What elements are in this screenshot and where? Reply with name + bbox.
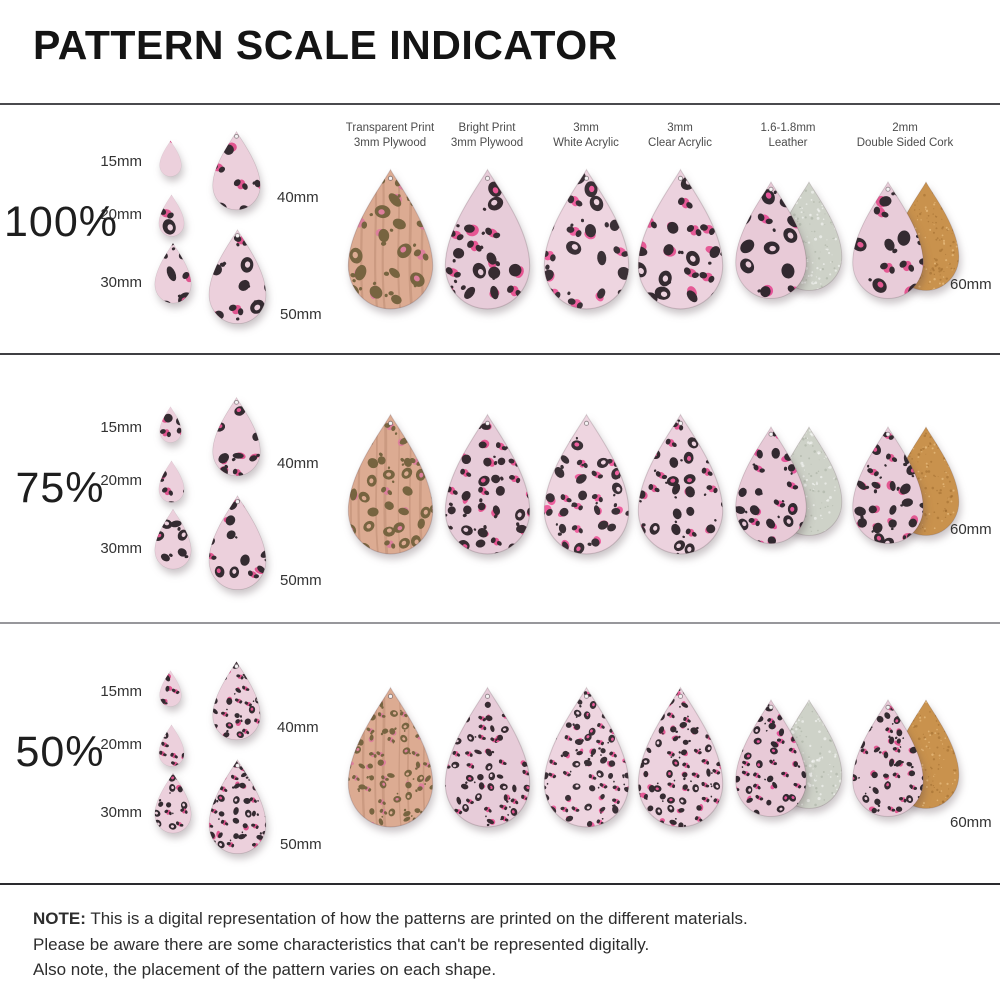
section-divider (0, 622, 1000, 624)
size-label-40mm: 40mm (277, 455, 319, 472)
column-header-line2: Double Sided Cork (856, 136, 954, 149)
teardrop-leather (728, 695, 814, 821)
teardrop-40mm (206, 396, 267, 477)
column-header-white-acrylic: 3mm White Acrylic (511, 121, 661, 151)
note-line-1: NOTE: This is a digital representation o… (33, 909, 748, 928)
teardrop-cork (845, 177, 931, 303)
column-header-leather: 1.6-1.8mm Leather (713, 121, 863, 151)
scale-row-label: 50% (15, 728, 105, 776)
teardrop-15mm (157, 406, 184, 443)
teardrop-cork (845, 695, 931, 821)
column-header-line1: 3mm (667, 122, 693, 134)
teardrop-white-acrylic (535, 412, 638, 556)
size-label-50mm: 50mm (280, 836, 322, 853)
teardrop-30mm (150, 242, 196, 304)
teardrop-clear-acrylic (629, 685, 732, 829)
column-header-line1: Bright Print (458, 122, 516, 134)
column-header-line2: Leather (768, 136, 808, 149)
section-divider (0, 103, 1000, 105)
section-divider (0, 883, 1000, 885)
size-label-30mm: 30mm (100, 540, 142, 557)
column-header-line1: 3mm (573, 122, 599, 134)
column-header-line1: 2mm (892, 122, 918, 134)
teardrop-30mm (150, 772, 196, 834)
teardrop-50mm (202, 758, 273, 855)
page-title: PATTERN SCALE INDICATOR (33, 22, 618, 68)
column-header-cork: 2mm Double Sided Cork (830, 121, 980, 151)
column-header-line2: White Acrylic (553, 136, 619, 149)
size-label-15mm: 15mm (100, 419, 142, 436)
scale-row-label: 75% (15, 464, 105, 512)
column-header-line1: Transparent Print (345, 122, 435, 134)
column-header-line2: Clear Acrylic (648, 136, 712, 149)
teardrop-white-acrylic (535, 167, 638, 311)
size-label-15mm: 15mm (100, 153, 142, 170)
teardrop-cork (845, 422, 931, 548)
note-line-2: Please be aware there are some character… (33, 934, 650, 954)
section-divider (0, 353, 1000, 355)
column-header-line1: 1.6-1.8mm (760, 122, 816, 134)
teardrop-20mm (156, 460, 187, 503)
teardrop-50mm (202, 494, 273, 591)
teardrop-clear-acrylic (629, 412, 732, 556)
teardrop-leather (728, 422, 814, 548)
note-block: NOTE: This is a digital representation o… (33, 906, 748, 983)
size-label-40mm: 40mm (277, 189, 319, 206)
teardrop-transparent-plywood (339, 685, 442, 829)
teardrop-40mm (206, 660, 267, 741)
teardrop-bright-plywood (436, 412, 539, 556)
teardrop-30mm (150, 508, 196, 570)
size-label-60mm: 60mm (950, 521, 992, 538)
column-header-line2: 3mm Plywood (353, 136, 427, 149)
size-label-20mm: 20mm (100, 472, 142, 489)
size-label-40mm: 40mm (277, 719, 319, 736)
column-header-bright-plywood: Bright Print 3mm Plywood (412, 121, 562, 151)
teardrop-50mm (202, 228, 273, 325)
teardrop-15mm (157, 670, 184, 707)
teardrop-bright-plywood (436, 685, 539, 829)
teardrop-clear-acrylic (629, 167, 732, 311)
teardrop-leather (728, 177, 814, 303)
size-label-15mm: 15mm (100, 683, 142, 700)
size-label-20mm: 20mm (100, 736, 142, 753)
column-header-line2: 3mm Plywood (450, 136, 524, 149)
column-header-transparent-plywood: Transparent Print 3mm Plywood (315, 121, 465, 151)
scale-row-label: 100% (4, 198, 118, 246)
size-label-20mm: 20mm (100, 206, 142, 223)
size-label-50mm: 50mm (280, 306, 322, 323)
teardrop-bright-plywood (436, 167, 539, 311)
teardrop-transparent-plywood (339, 167, 442, 311)
teardrop-white-acrylic (535, 685, 638, 829)
note-label: NOTE: (33, 909, 86, 928)
teardrop-15mm (157, 140, 184, 177)
size-label-30mm: 30mm (100, 274, 142, 291)
size-label-30mm: 30mm (100, 804, 142, 821)
size-label-60mm: 60mm (950, 276, 992, 293)
size-label-50mm: 50mm (280, 572, 322, 589)
teardrop-40mm (206, 130, 267, 211)
teardrop-20mm (156, 194, 187, 237)
teardrop-20mm (156, 724, 187, 767)
size-label-60mm: 60mm (950, 814, 992, 831)
note-line-3: Also note, the placement of the pattern … (33, 960, 497, 979)
teardrop-transparent-plywood (339, 412, 442, 556)
column-header-clear-acrylic: 3mm Clear Acrylic (605, 121, 755, 151)
